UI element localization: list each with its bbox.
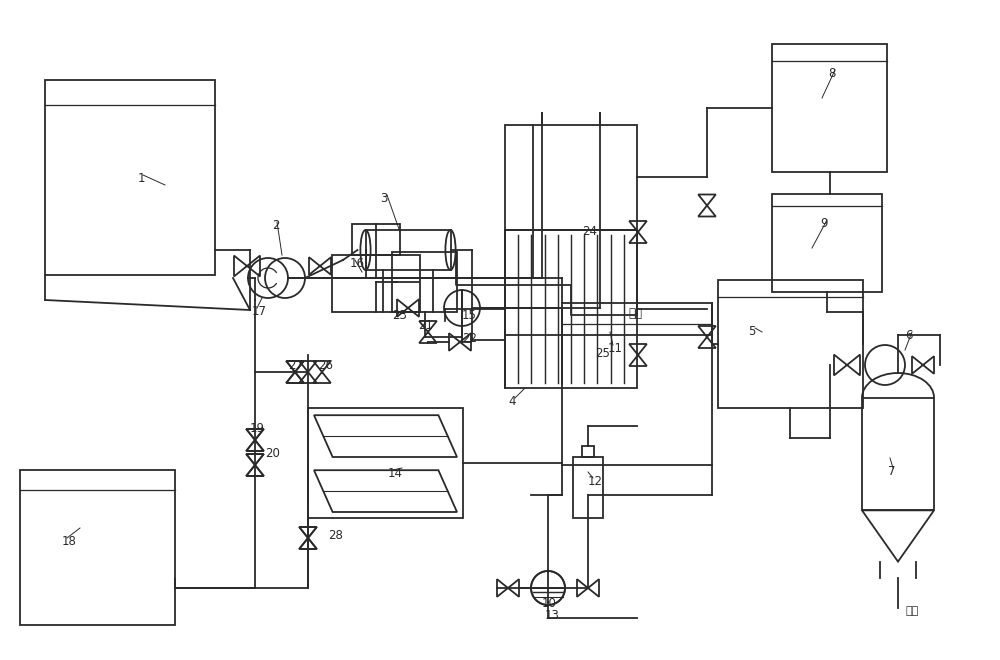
Text: 21: 21 [418,319,433,332]
Text: 16: 16 [350,257,365,270]
Bar [366,230,450,270]
Bar [862,397,934,510]
Text: 28: 28 [328,529,343,542]
Bar [505,125,637,230]
Text: 17: 17 [252,305,267,318]
Text: 11: 11 [608,342,623,355]
Text: 24: 24 [582,225,597,238]
Text: 1: 1 [138,172,146,185]
Text: 26: 26 [318,359,333,372]
Text: 7: 7 [888,465,896,478]
Bar [772,44,887,172]
Text: 6: 6 [905,329,913,342]
Text: 10: 10 [542,597,557,610]
Bar [718,280,863,408]
Text: 23: 23 [392,309,407,322]
Bar [573,457,603,518]
Bar [772,194,882,292]
Text: 13: 13 [545,609,560,622]
Text: 5: 5 [748,325,755,338]
Text: 20: 20 [265,447,280,460]
Text: 22: 22 [462,332,477,345]
Text: 12: 12 [588,475,603,488]
Bar [505,230,637,388]
Bar [20,470,175,625]
Text: 8: 8 [828,67,835,80]
Bar [562,303,712,465]
Text: 15: 15 [462,309,477,322]
Bar [582,446,594,457]
Text: 18: 18 [62,535,77,548]
Bar [308,408,463,518]
Text: 晶体: 晶体 [906,606,919,616]
Bar [352,224,400,255]
Bar [45,80,215,275]
Text: 9: 9 [820,217,827,230]
Bar [392,252,457,312]
Text: 25: 25 [595,347,610,360]
Text: 14: 14 [388,467,403,480]
Text: 2: 2 [272,219,280,232]
Text: 27: 27 [288,359,303,372]
Text: 极水: 极水 [628,307,642,320]
Text: 3: 3 [380,192,387,205]
Bar [332,255,420,312]
Text: 19: 19 [250,422,265,435]
Text: 4: 4 [508,395,516,408]
